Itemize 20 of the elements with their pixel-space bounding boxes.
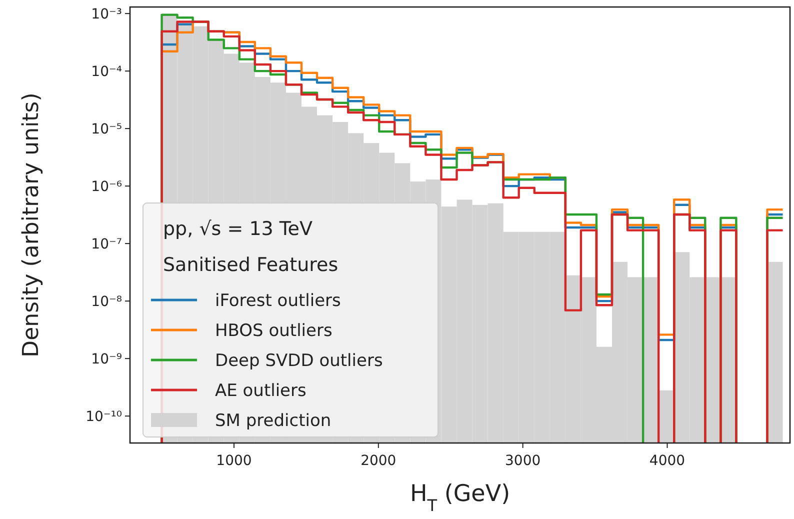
y-tick-label: 10⁻⁸ — [91, 294, 122, 310]
legend-label: SM prediction — [215, 411, 332, 431]
x-tick-label: 4000 — [649, 453, 686, 469]
y-tick-label: 10⁻⁶ — [91, 179, 122, 196]
x-tick-label: 2000 — [360, 453, 396, 469]
x-tick-label: 3000 — [505, 453, 541, 469]
legend-title: pp, √s = 13 TeV Sanitised Features — [163, 218, 338, 276]
legend-label: iForest outliers — [215, 291, 342, 311]
legend-label: HBOS outliers — [215, 321, 332, 341]
y-tick-label: 10⁻⁹ — [91, 352, 122, 368]
y-axis-title: Density (arbitrary units) — [19, 92, 44, 358]
legend-label: AE outliers — [215, 381, 307, 401]
x-axis-title: H$_{T}$ (GeV) — [410, 481, 510, 514]
legend-label: Deep SVDD outliers — [215, 351, 383, 371]
y-tick-label: 10⁻³ — [91, 6, 122, 23]
y-tick-label: 10⁻¹⁰ — [86, 409, 122, 426]
y-tick-label: 10⁻⁷ — [91, 236, 122, 253]
y-tick-label: 10⁻⁵ — [91, 122, 122, 138]
x-tick-label: 1000 — [216, 453, 252, 469]
y-tick-label: 10⁻⁴ — [91, 64, 122, 80]
